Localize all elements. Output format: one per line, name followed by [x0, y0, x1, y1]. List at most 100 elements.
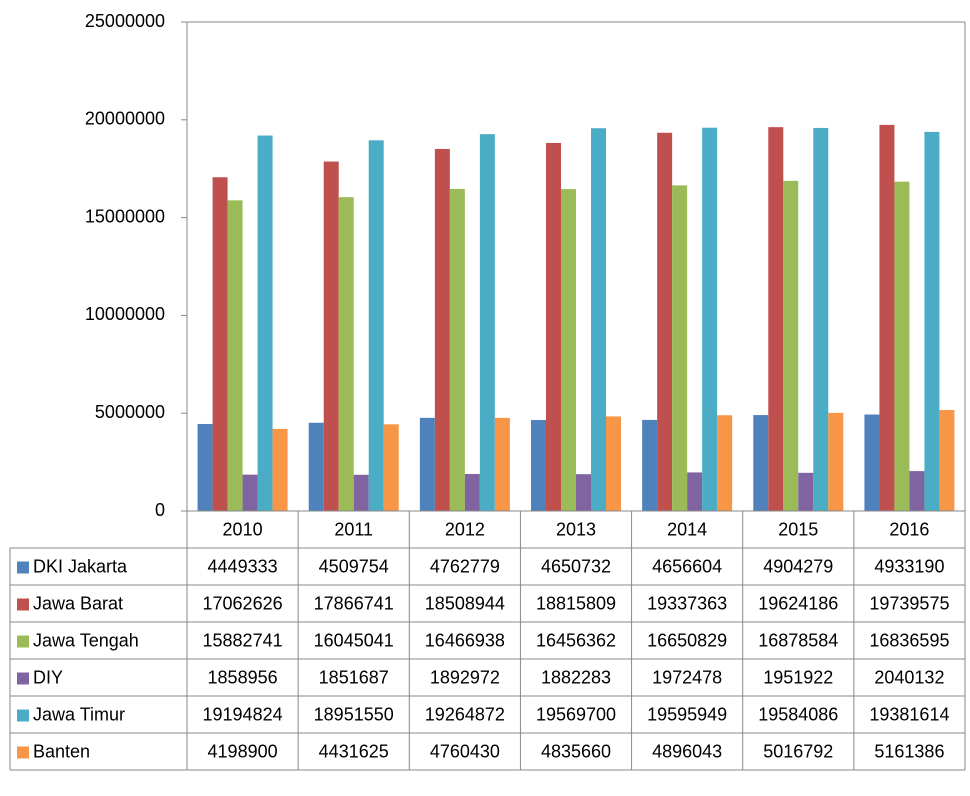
bar: [353, 474, 369, 511]
table-cell: 1892972: [430, 667, 500, 687]
legend-key: [17, 561, 29, 574]
bar: [242, 474, 258, 511]
x-tick-label: 2015: [778, 519, 818, 539]
table-cell: 5161386: [874, 741, 944, 761]
table-cell: 19194824: [203, 704, 283, 724]
legend-label: Jawa Timur: [33, 704, 125, 724]
table-cell: 15882741: [203, 630, 283, 650]
x-tick-label: 2013: [556, 519, 596, 539]
bar: [864, 414, 880, 511]
table-cell: 1858956: [208, 667, 278, 687]
bar: [323, 161, 339, 511]
y-tick-label: 0: [155, 500, 165, 520]
table-cell: 18508944: [425, 593, 505, 613]
table-cell: 2040132: [874, 667, 944, 687]
legend-key: [17, 709, 29, 722]
table-cell: 4431625: [319, 741, 389, 761]
legend-label: Jawa Tengah: [33, 630, 139, 650]
table-cell: 4650732: [541, 556, 611, 576]
legend-key: [17, 746, 29, 759]
legend-key: [17, 598, 29, 611]
table-cell: 16466938: [425, 630, 505, 650]
legend-label: DKI Jakarta: [33, 556, 128, 576]
bar: [561, 189, 576, 511]
table-cell: 1851687: [319, 667, 389, 687]
bar: [672, 185, 688, 511]
table-cell: 1972478: [652, 667, 722, 687]
bar: [702, 127, 718, 511]
bar: [434, 148, 450, 511]
table-cell: 19595949: [647, 704, 727, 724]
bar: [879, 124, 895, 511]
table-cell: 17062626: [203, 593, 283, 613]
table-cell: 19337363: [647, 593, 727, 613]
bar: [227, 200, 243, 511]
table-cell: 1882283: [541, 667, 611, 687]
bar: [419, 417, 435, 511]
table-cell: 18815809: [536, 593, 616, 613]
bar: [798, 472, 814, 511]
bar: [308, 422, 324, 511]
bar: [606, 416, 621, 511]
bar: [924, 131, 940, 511]
bar: [272, 428, 288, 511]
bar: [591, 128, 606, 511]
bar: [368, 140, 384, 511]
bar: [576, 474, 591, 511]
bar: [449, 188, 465, 512]
legend-key: [17, 635, 29, 648]
table-cell: 4762779: [430, 556, 500, 576]
bar: [813, 127, 829, 512]
table-cell: 5016792: [763, 741, 833, 761]
table-cell: 4835660: [541, 741, 611, 761]
bar: [464, 473, 480, 511]
legend-key: [17, 672, 29, 685]
legend-label: DIY: [33, 667, 63, 687]
bar: [257, 135, 273, 511]
table-cell: 16456362: [536, 630, 616, 650]
table-cell: 17866741: [314, 593, 394, 613]
table-cell: 19624186: [758, 593, 838, 613]
legend-label: Jawa Barat: [33, 593, 123, 613]
x-tick-label: 2010: [223, 519, 263, 539]
table-cell: 16878584: [758, 630, 838, 650]
legend-label: Banten: [33, 741, 90, 761]
bar: [909, 471, 925, 511]
bar: [197, 423, 213, 511]
bar: [494, 417, 510, 511]
bar: [531, 420, 546, 511]
table-cell: 1951922: [763, 667, 833, 687]
y-tick-label: 5000000: [95, 402, 165, 422]
table-cell: 4896043: [652, 741, 722, 761]
bar: [383, 424, 399, 511]
table-cell: 19264872: [425, 704, 505, 724]
x-tick-label: 2012: [445, 519, 485, 539]
bar: [657, 132, 673, 512]
bar: [717, 415, 733, 511]
table-cell: 4449333: [208, 556, 278, 576]
y-tick-label: 15000000: [85, 206, 165, 226]
bar: [894, 181, 910, 511]
table-cell: 19381614: [869, 704, 949, 724]
bar: [479, 134, 495, 511]
y-tick-label: 25000000: [85, 11, 165, 31]
table-cell: 16836595: [869, 630, 949, 650]
y-tick-label: 10000000: [85, 304, 165, 324]
bar: [828, 412, 844, 511]
table-cell: 4656604: [652, 556, 722, 576]
bar: [338, 197, 354, 511]
table-cell: 16045041: [314, 630, 394, 650]
bar: [212, 177, 228, 511]
table-cell: 4760430: [430, 741, 500, 761]
table-cell: 4904279: [763, 556, 833, 576]
bar: [783, 180, 799, 511]
table-cell: 4509754: [319, 556, 389, 576]
x-tick-label: 2011: [334, 519, 373, 539]
bar: [939, 410, 955, 511]
x-tick-label: 2016: [889, 519, 929, 539]
table-cell: 18951550: [314, 704, 394, 724]
bar: [642, 419, 658, 511]
table-cell: 19569700: [536, 704, 616, 724]
bar: [753, 415, 769, 511]
